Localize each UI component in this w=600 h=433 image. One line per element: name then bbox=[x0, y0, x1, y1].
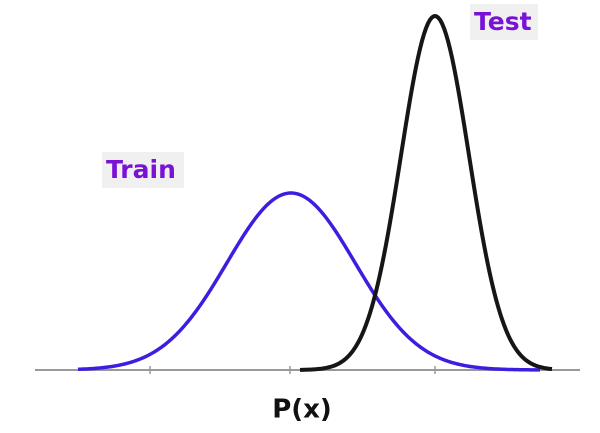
label-background bbox=[470, 4, 538, 40]
axis-label: P(x) bbox=[272, 395, 332, 425]
label-background bbox=[102, 152, 184, 188]
train-label: Train bbox=[106, 155, 176, 184]
test-curve bbox=[299, 14, 553, 372]
test-label: Test bbox=[474, 7, 532, 36]
train-curve bbox=[77, 191, 541, 372]
